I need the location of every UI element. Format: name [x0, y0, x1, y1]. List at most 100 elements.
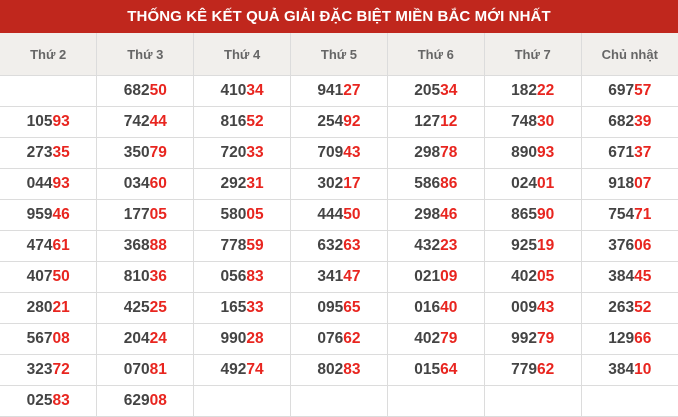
result-last-two-digits: 45 — [634, 268, 652, 285]
result-head: 567 — [26, 330, 53, 347]
table-row: 28021 42525 16533 09565 01640 00943 26352 — [0, 292, 678, 324]
result-head: 177 — [123, 206, 150, 223]
result-cell: 38445 — [581, 261, 678, 293]
result-last-two-digits: 24 — [149, 330, 167, 347]
result-last-two-digits: 05 — [536, 268, 555, 285]
result-last-two-digits: 62 — [343, 330, 361, 347]
result-cell — [290, 385, 388, 417]
result-head: 376 — [608, 237, 635, 254]
result-cell: 70943 — [290, 137, 388, 169]
result-head: 165 — [220, 299, 247, 316]
result-head: 016 — [414, 299, 441, 316]
result-last-two-digits: 37 — [634, 144, 652, 161]
result-cell: 29878 — [387, 137, 485, 169]
result-head: 350 — [123, 144, 150, 161]
result-head: 024 — [511, 175, 537, 192]
result-last-two-digits: 93 — [536, 144, 555, 161]
result-last-two-digits: 28 — [246, 330, 264, 347]
result-cell — [193, 385, 292, 417]
result-cell: 17705 — [96, 199, 195, 231]
column-header: Thứ 3 — [96, 33, 195, 76]
result-cell: 29846 — [387, 199, 485, 231]
result-last-two-digits: 34 — [246, 82, 264, 99]
result-cell: 16533 — [193, 292, 292, 324]
result-cell: 07662 — [290, 323, 388, 355]
result-cell: 12712 — [387, 106, 485, 138]
result-cell: 35079 — [96, 137, 195, 169]
result-head: 629 — [123, 392, 150, 409]
result-last-two-digits: 27 — [343, 82, 361, 99]
column-header: Thứ 6 — [387, 33, 485, 76]
result-last-two-digits: 36 — [149, 268, 167, 285]
result-cell: 10593 — [0, 106, 98, 138]
result-cell: 01640 — [387, 292, 485, 324]
result-last-two-digits: 50 — [52, 268, 70, 285]
table-row: 27335 35079 72033 70943 29878 89093 67137 — [0, 137, 678, 169]
table-row: 95946 17705 58005 44450 29846 86590 75471 — [0, 199, 678, 231]
page-title: THỐNG KÊ KẾT QUẢ GIẢI ĐẶC BIỆT MIỀN BẮC … — [0, 0, 678, 33]
result-head: 925 — [511, 237, 537, 254]
result-last-two-digits: 79 — [149, 144, 167, 161]
result-cell: 99279 — [484, 323, 582, 355]
result-head: 918 — [608, 175, 635, 192]
result-cell: 12966 — [581, 323, 678, 355]
result-cell: 02401 — [484, 168, 582, 200]
result-cell: 89093 — [484, 137, 582, 169]
result-cell: 27335 — [0, 137, 98, 169]
result-cell: 94127 — [290, 75, 388, 107]
result-head: 742 — [123, 113, 150, 130]
result-head: 444 — [317, 206, 344, 223]
result-head: 402 — [511, 268, 537, 285]
table-row: 47461 36888 77859 63263 43223 92519 37606 — [0, 230, 678, 262]
result-last-two-digits: 40 — [440, 299, 458, 316]
result-cell: 68250 — [96, 75, 195, 107]
result-head: 015 — [414, 361, 441, 378]
result-head: 682 — [608, 113, 635, 130]
result-cell: 77962 — [484, 354, 582, 386]
result-last-two-digits: 46 — [440, 206, 458, 223]
result-last-two-digits: 52 — [634, 299, 652, 316]
result-cell: 47461 — [0, 230, 98, 262]
result-head: 034 — [123, 175, 150, 192]
result-cell: 00943 — [484, 292, 582, 324]
result-head: 992 — [511, 330, 537, 347]
result-cell: 44450 — [290, 199, 388, 231]
result-cell: 25492 — [290, 106, 388, 138]
column-header: Thứ 4 — [193, 33, 292, 76]
result-head: 009 — [511, 299, 537, 316]
result-head: 384 — [608, 268, 635, 285]
result-head: 720 — [220, 144, 247, 161]
result-last-two-digits: 86 — [440, 175, 458, 192]
result-head: 129 — [608, 330, 635, 347]
result-head: 025 — [26, 392, 53, 409]
result-cell: 58005 — [193, 199, 292, 231]
result-head: 586 — [414, 175, 441, 192]
result-head: 298 — [414, 206, 441, 223]
result-last-two-digits: 25 — [149, 299, 167, 316]
result-last-two-digits: 34 — [440, 82, 458, 99]
result-last-two-digits: 62 — [536, 361, 555, 378]
result-cell: 56708 — [0, 323, 98, 355]
result-head: 056 — [220, 268, 247, 285]
result-last-two-digits: 10 — [634, 361, 652, 378]
result-last-two-digits: 50 — [149, 82, 167, 99]
column-header: Chủ nhật — [581, 33, 678, 76]
result-cell: 81036 — [96, 261, 195, 293]
result-cell — [387, 385, 485, 417]
result-head: 779 — [511, 361, 537, 378]
result-head: 044 — [26, 175, 53, 192]
result-last-two-digits: 90 — [536, 206, 555, 223]
table-row: 02583 62908 — [0, 385, 678, 417]
result-cell: 75471 — [581, 199, 678, 231]
result-cell: 68239 — [581, 106, 678, 138]
result-last-two-digits: 59 — [246, 237, 264, 254]
result-last-two-digits: 79 — [536, 330, 555, 347]
result-head: 816 — [220, 113, 247, 130]
table-row: 04493 03460 29231 30217 58686 02401 91807 — [0, 168, 678, 200]
column-header: Thứ 5 — [290, 33, 388, 76]
result-cell: 74244 — [96, 106, 195, 138]
result-cell: 72033 — [193, 137, 292, 169]
result-head: 865 — [511, 206, 537, 223]
result-last-two-digits: 05 — [246, 206, 264, 223]
result-head: 302 — [317, 175, 344, 192]
